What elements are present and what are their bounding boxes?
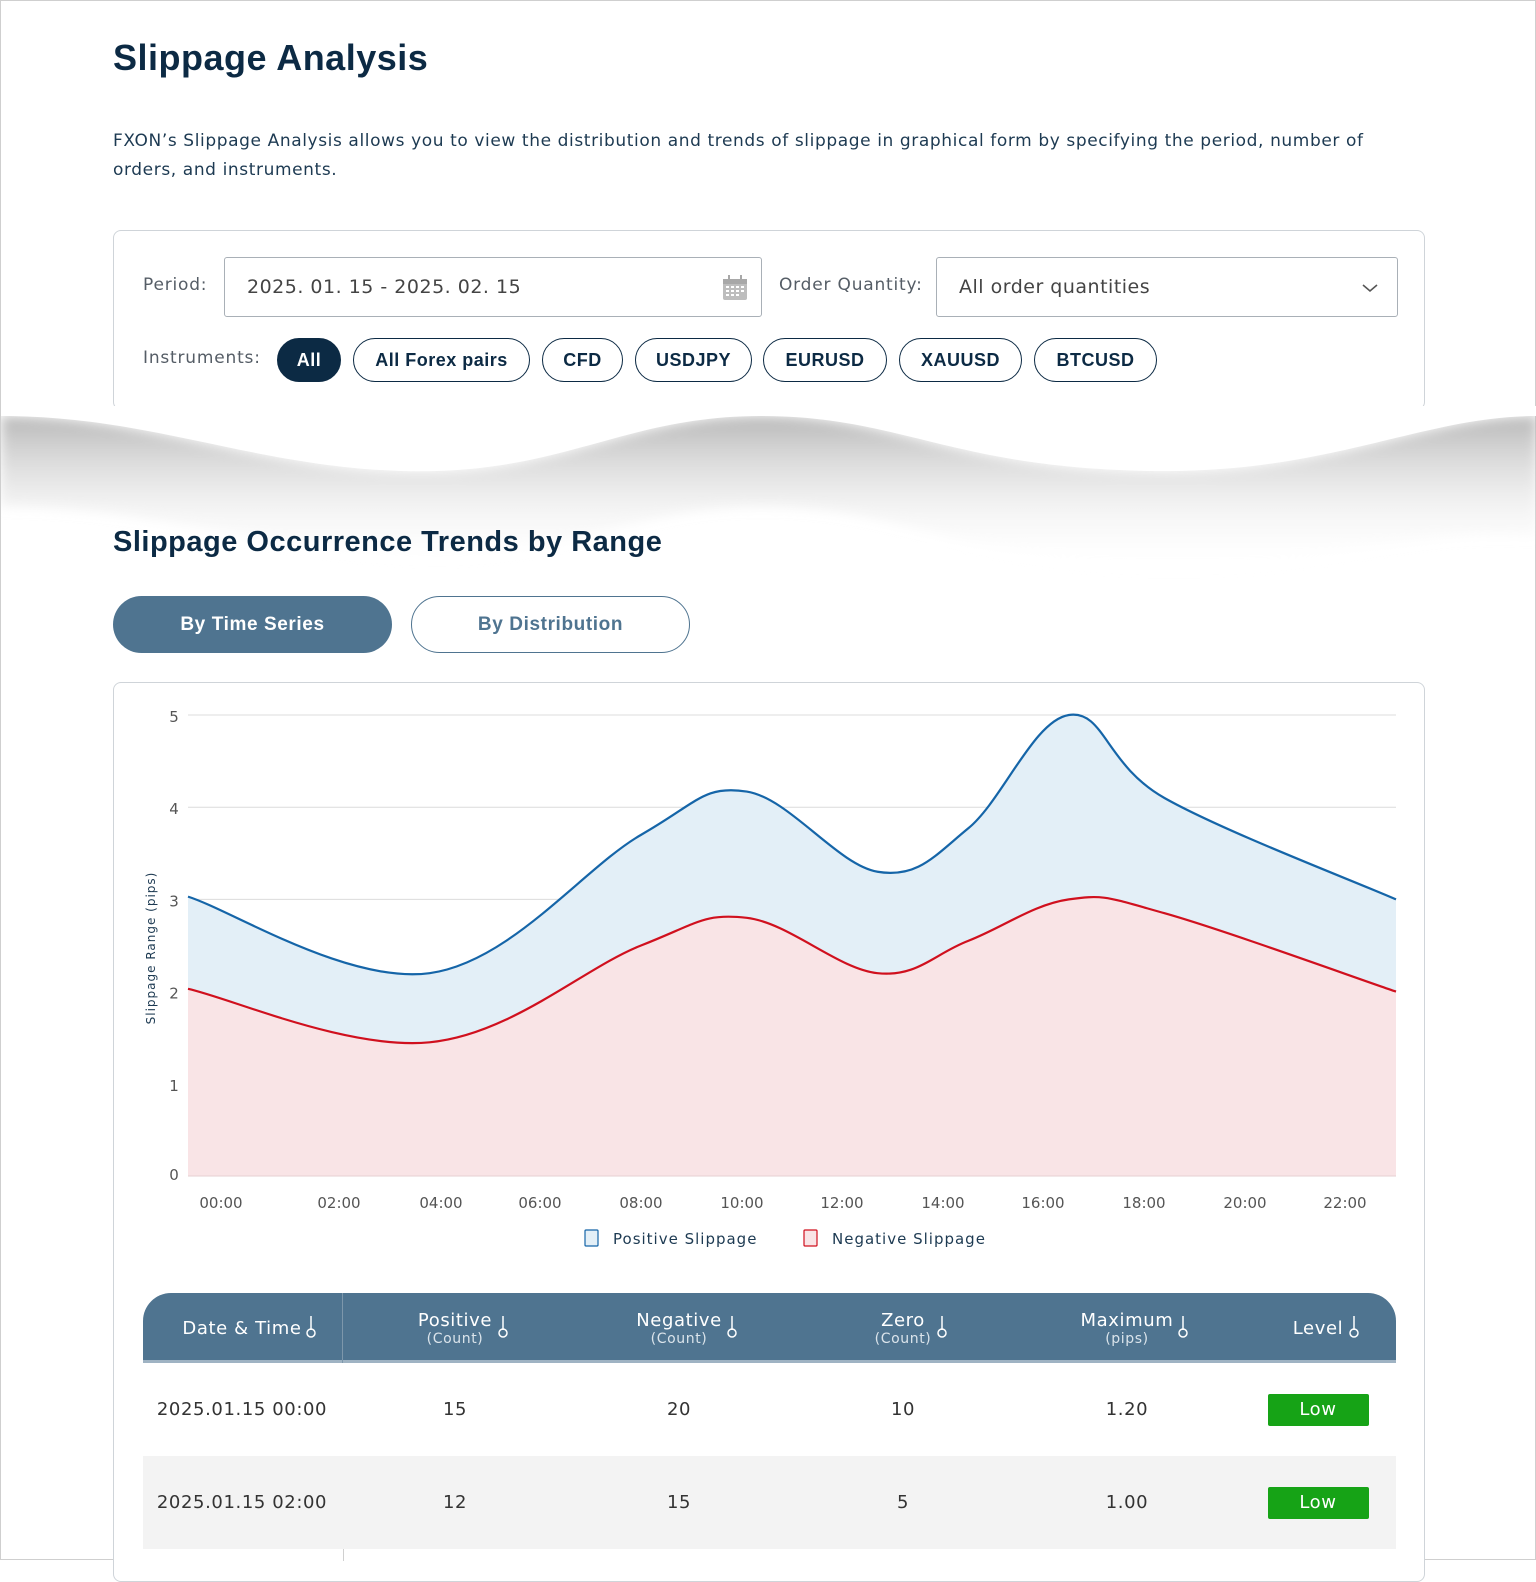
series-line — [187, 895, 1397, 1045]
page-description: FXON’s Slippage Analysis allows you to v… — [113, 131, 1364, 180]
y-axis-label: Slippage Range (pips) — [144, 872, 158, 1025]
table-header: Date & Time Positive (Count) Negative (Count… — [143, 1293, 1396, 1363]
table-row: 2025.01.15 02:00 12 15 5 1.00 Low — [143, 1456, 1396, 1549]
filter-panel: Period: 2025. 01. 15 - 2025. 02. 15 Orde… — [113, 230, 1425, 410]
column-header[interactable]: Level — [1218, 1293, 1418, 1363]
sort-icon[interactable] — [1177, 1315, 1189, 1343]
y-tick-label: 3 — [169, 892, 179, 910]
legend-swatch — [584, 1229, 599, 1247]
legend-swatch — [803, 1229, 818, 1247]
x-tick-label: 16:00 — [1021, 1194, 1064, 1212]
period-value: 2025. 01. 15 - 2025. 02. 15 — [247, 276, 522, 298]
page-title: Slippage Analysis — [113, 37, 429, 78]
column-header[interactable]: Maximum (pips) — [1027, 1293, 1227, 1363]
sort-icon[interactable] — [497, 1315, 509, 1343]
slippage-chart: 0 1 2 3 4 5 00:00 02:00 04:00 06:00 08:00 10:00 12:0… — [144, 708, 1397, 1248]
cell-value: 12 — [442, 1492, 468, 1513]
period-input[interactable]: 2025. 01. 15 - 2025. 02. 15 — [224, 257, 762, 317]
cell-value: 10 — [890, 1399, 916, 1420]
table-cell: 2025.01.15 02:00 — [142, 1456, 342, 1549]
cell-value: 20 — [666, 1399, 692, 1420]
y-tick-label: 4 — [169, 800, 179, 818]
y-tick-label: 5 — [169, 708, 179, 726]
order-quantity-value: All order quantities — [959, 276, 1151, 298]
cell-value: 1.20 — [1105, 1399, 1149, 1420]
cell-value: 15 — [442, 1399, 468, 1420]
column-label: Zero — [881, 1309, 925, 1331]
instrument-chip-usdjpy[interactable]: USDJPY — [635, 338, 752, 382]
y-tick-label: 0 — [169, 1166, 179, 1184]
x-tick-label: 14:00 — [921, 1194, 964, 1212]
table-cell: 10 — [803, 1363, 1003, 1456]
chevron-down-icon — [1361, 278, 1379, 300]
y-tick-label: 2 — [169, 985, 179, 1003]
x-tick-label: 10:00 — [720, 1194, 763, 1212]
x-tick-label: 22:00 — [1323, 1194, 1366, 1212]
legend-label: Positive Slippage — [613, 1230, 757, 1248]
table-cell: 5 — [803, 1456, 1003, 1549]
column-unit: (Count) — [426, 1330, 484, 1347]
series-line — [187, 713, 1397, 976]
x-tick-label: 00:00 — [199, 1194, 242, 1212]
column-label: Level — [1292, 1317, 1344, 1339]
sort-icon[interactable] — [1348, 1315, 1360, 1343]
series-area — [188, 897, 1396, 1176]
table-cell: 1.00 — [1027, 1456, 1227, 1549]
instruments-label: Instruments: — [143, 348, 261, 368]
column-unit: (pips) — [1105, 1330, 1149, 1347]
column-header[interactable]: Date & Time — [142, 1293, 342, 1363]
instrument-chip-btcusd[interactable]: BTCUSD — [1034, 338, 1157, 382]
x-tick-label: 18:00 — [1122, 1194, 1165, 1212]
legend-label: Negative Slippage — [832, 1230, 986, 1248]
instrument-chip-all[interactable]: All — [277, 338, 341, 382]
instrument-chip-eurusd[interactable]: EURUSD — [763, 338, 887, 382]
table-cell: 2025.01.15 00:00 — [142, 1363, 342, 1456]
period-label: Period: — [143, 275, 208, 295]
instrument-chip-cfd[interactable]: CFD — [542, 338, 623, 382]
table-cell: 15 — [355, 1363, 555, 1456]
cell-value: 5 — [896, 1492, 910, 1513]
tab-by-time-series[interactable]: By Time Series — [113, 596, 392, 653]
table-row: 2025.01.15 00:00 15 20 10 1.20 Low — [143, 1363, 1396, 1456]
cell-value: 1.00 — [1105, 1492, 1149, 1513]
table-cell: Low — [1218, 1456, 1418, 1549]
sort-icon[interactable] — [305, 1315, 317, 1343]
order-quantity-select[interactable]: All order quantities — [936, 257, 1398, 317]
column-label: Negative — [636, 1309, 722, 1331]
table-cell: 15 — [579, 1456, 779, 1549]
order-quantity-label: Order Quantity: — [779, 275, 923, 295]
x-tick-label: 04:00 — [419, 1194, 462, 1212]
cell-value: 2025.01.15 02:00 — [156, 1492, 328, 1513]
tab-by-distribution[interactable]: By Distribution — [411, 596, 690, 653]
calendar-icon[interactable] — [721, 274, 749, 307]
column-label: Positive — [417, 1309, 493, 1331]
column-label: Date & Time — [182, 1317, 302, 1339]
sort-icon[interactable] — [936, 1315, 948, 1343]
x-tick-label: 20:00 — [1223, 1194, 1266, 1212]
table-cell: 12 — [355, 1456, 555, 1549]
section-title: Slippage Occurrence Trends by Range — [113, 526, 663, 558]
x-tick-label: 02:00 — [317, 1194, 360, 1212]
x-tick-label: 06:00 — [518, 1194, 561, 1212]
column-header[interactable]: Negative (Count) — [579, 1293, 779, 1363]
level-badge: Low — [1267, 1393, 1369, 1426]
cell-value: 2025.01.15 00:00 — [156, 1399, 328, 1420]
cell-value: 15 — [666, 1492, 692, 1513]
level-badge: Low — [1267, 1486, 1369, 1519]
table-cell: 20 — [579, 1363, 779, 1456]
column-header[interactable]: Zero (Count) — [803, 1293, 1003, 1363]
y-tick-label: 1 — [169, 1077, 179, 1095]
column-unit: (Count) — [874, 1330, 932, 1347]
sort-icon[interactable] — [726, 1315, 738, 1343]
x-tick-label: 12:00 — [820, 1194, 863, 1212]
column-unit: (Count) — [650, 1330, 708, 1347]
instrument-chip-all-forex[interactable]: All Forex pairs — [353, 338, 530, 382]
table-cell: Low — [1218, 1363, 1418, 1456]
instrument-chip-xauusd[interactable]: XAUUSD — [899, 338, 1022, 382]
page-cut-divider — [1, 406, 1536, 572]
column-label: Maximum — [1080, 1309, 1174, 1331]
table-cell: 1.20 — [1027, 1363, 1227, 1456]
column-header[interactable]: Positive (Count) — [355, 1293, 555, 1363]
x-tick-label: 08:00 — [619, 1194, 662, 1212]
